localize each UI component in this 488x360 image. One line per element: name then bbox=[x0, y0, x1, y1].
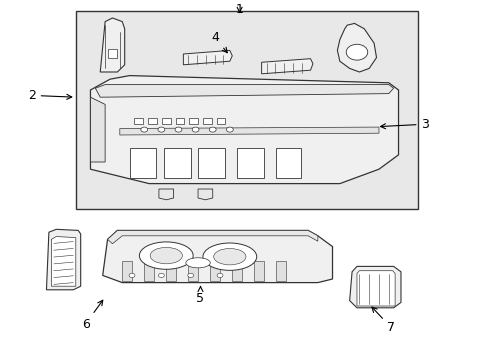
Circle shape bbox=[217, 273, 223, 278]
Ellipse shape bbox=[203, 243, 256, 270]
Text: 5: 5 bbox=[196, 286, 204, 305]
Bar bbox=[189, 118, 198, 124]
Polygon shape bbox=[210, 261, 220, 281]
Circle shape bbox=[187, 273, 193, 278]
Bar bbox=[162, 118, 170, 124]
Polygon shape bbox=[261, 59, 312, 74]
Circle shape bbox=[129, 273, 135, 278]
Circle shape bbox=[209, 127, 216, 132]
Bar bbox=[129, 148, 156, 178]
Polygon shape bbox=[337, 23, 376, 72]
Text: 4: 4 bbox=[211, 31, 227, 53]
Bar bbox=[76, 11, 417, 209]
Text: 3: 3 bbox=[380, 118, 428, 131]
Polygon shape bbox=[100, 18, 124, 72]
Polygon shape bbox=[254, 261, 264, 281]
Bar bbox=[276, 148, 300, 178]
Polygon shape bbox=[46, 229, 81, 290]
Ellipse shape bbox=[185, 258, 210, 268]
Polygon shape bbox=[95, 85, 393, 97]
Bar bbox=[163, 148, 190, 178]
Polygon shape bbox=[144, 261, 154, 281]
Bar bbox=[216, 118, 225, 124]
Circle shape bbox=[346, 44, 367, 60]
Polygon shape bbox=[51, 237, 76, 286]
Bar bbox=[107, 49, 117, 58]
Text: 7: 7 bbox=[371, 307, 394, 334]
Polygon shape bbox=[276, 261, 285, 281]
Circle shape bbox=[175, 127, 182, 132]
Bar bbox=[198, 148, 224, 178]
Circle shape bbox=[158, 127, 164, 132]
Circle shape bbox=[226, 127, 233, 132]
Polygon shape bbox=[183, 50, 232, 65]
Polygon shape bbox=[232, 261, 242, 281]
Polygon shape bbox=[107, 230, 317, 244]
Circle shape bbox=[192, 127, 199, 132]
Ellipse shape bbox=[150, 247, 182, 264]
Polygon shape bbox=[349, 266, 400, 308]
Bar bbox=[237, 148, 264, 178]
Ellipse shape bbox=[213, 248, 245, 265]
Ellipse shape bbox=[139, 242, 193, 269]
Bar bbox=[175, 118, 184, 124]
Bar bbox=[203, 118, 211, 124]
Polygon shape bbox=[122, 261, 132, 281]
Polygon shape bbox=[356, 271, 394, 306]
Circle shape bbox=[158, 273, 164, 278]
Polygon shape bbox=[120, 127, 378, 135]
Bar bbox=[148, 118, 157, 124]
Polygon shape bbox=[159, 189, 173, 200]
Text: 1: 1 bbox=[235, 3, 243, 15]
Polygon shape bbox=[166, 261, 176, 281]
Text: 2: 2 bbox=[28, 89, 72, 102]
Bar bbox=[134, 118, 143, 124]
Polygon shape bbox=[90, 76, 398, 184]
Polygon shape bbox=[198, 189, 212, 200]
Polygon shape bbox=[102, 230, 332, 283]
Circle shape bbox=[141, 127, 147, 132]
Text: 6: 6 bbox=[81, 300, 102, 330]
Polygon shape bbox=[188, 261, 198, 281]
Polygon shape bbox=[90, 97, 105, 162]
